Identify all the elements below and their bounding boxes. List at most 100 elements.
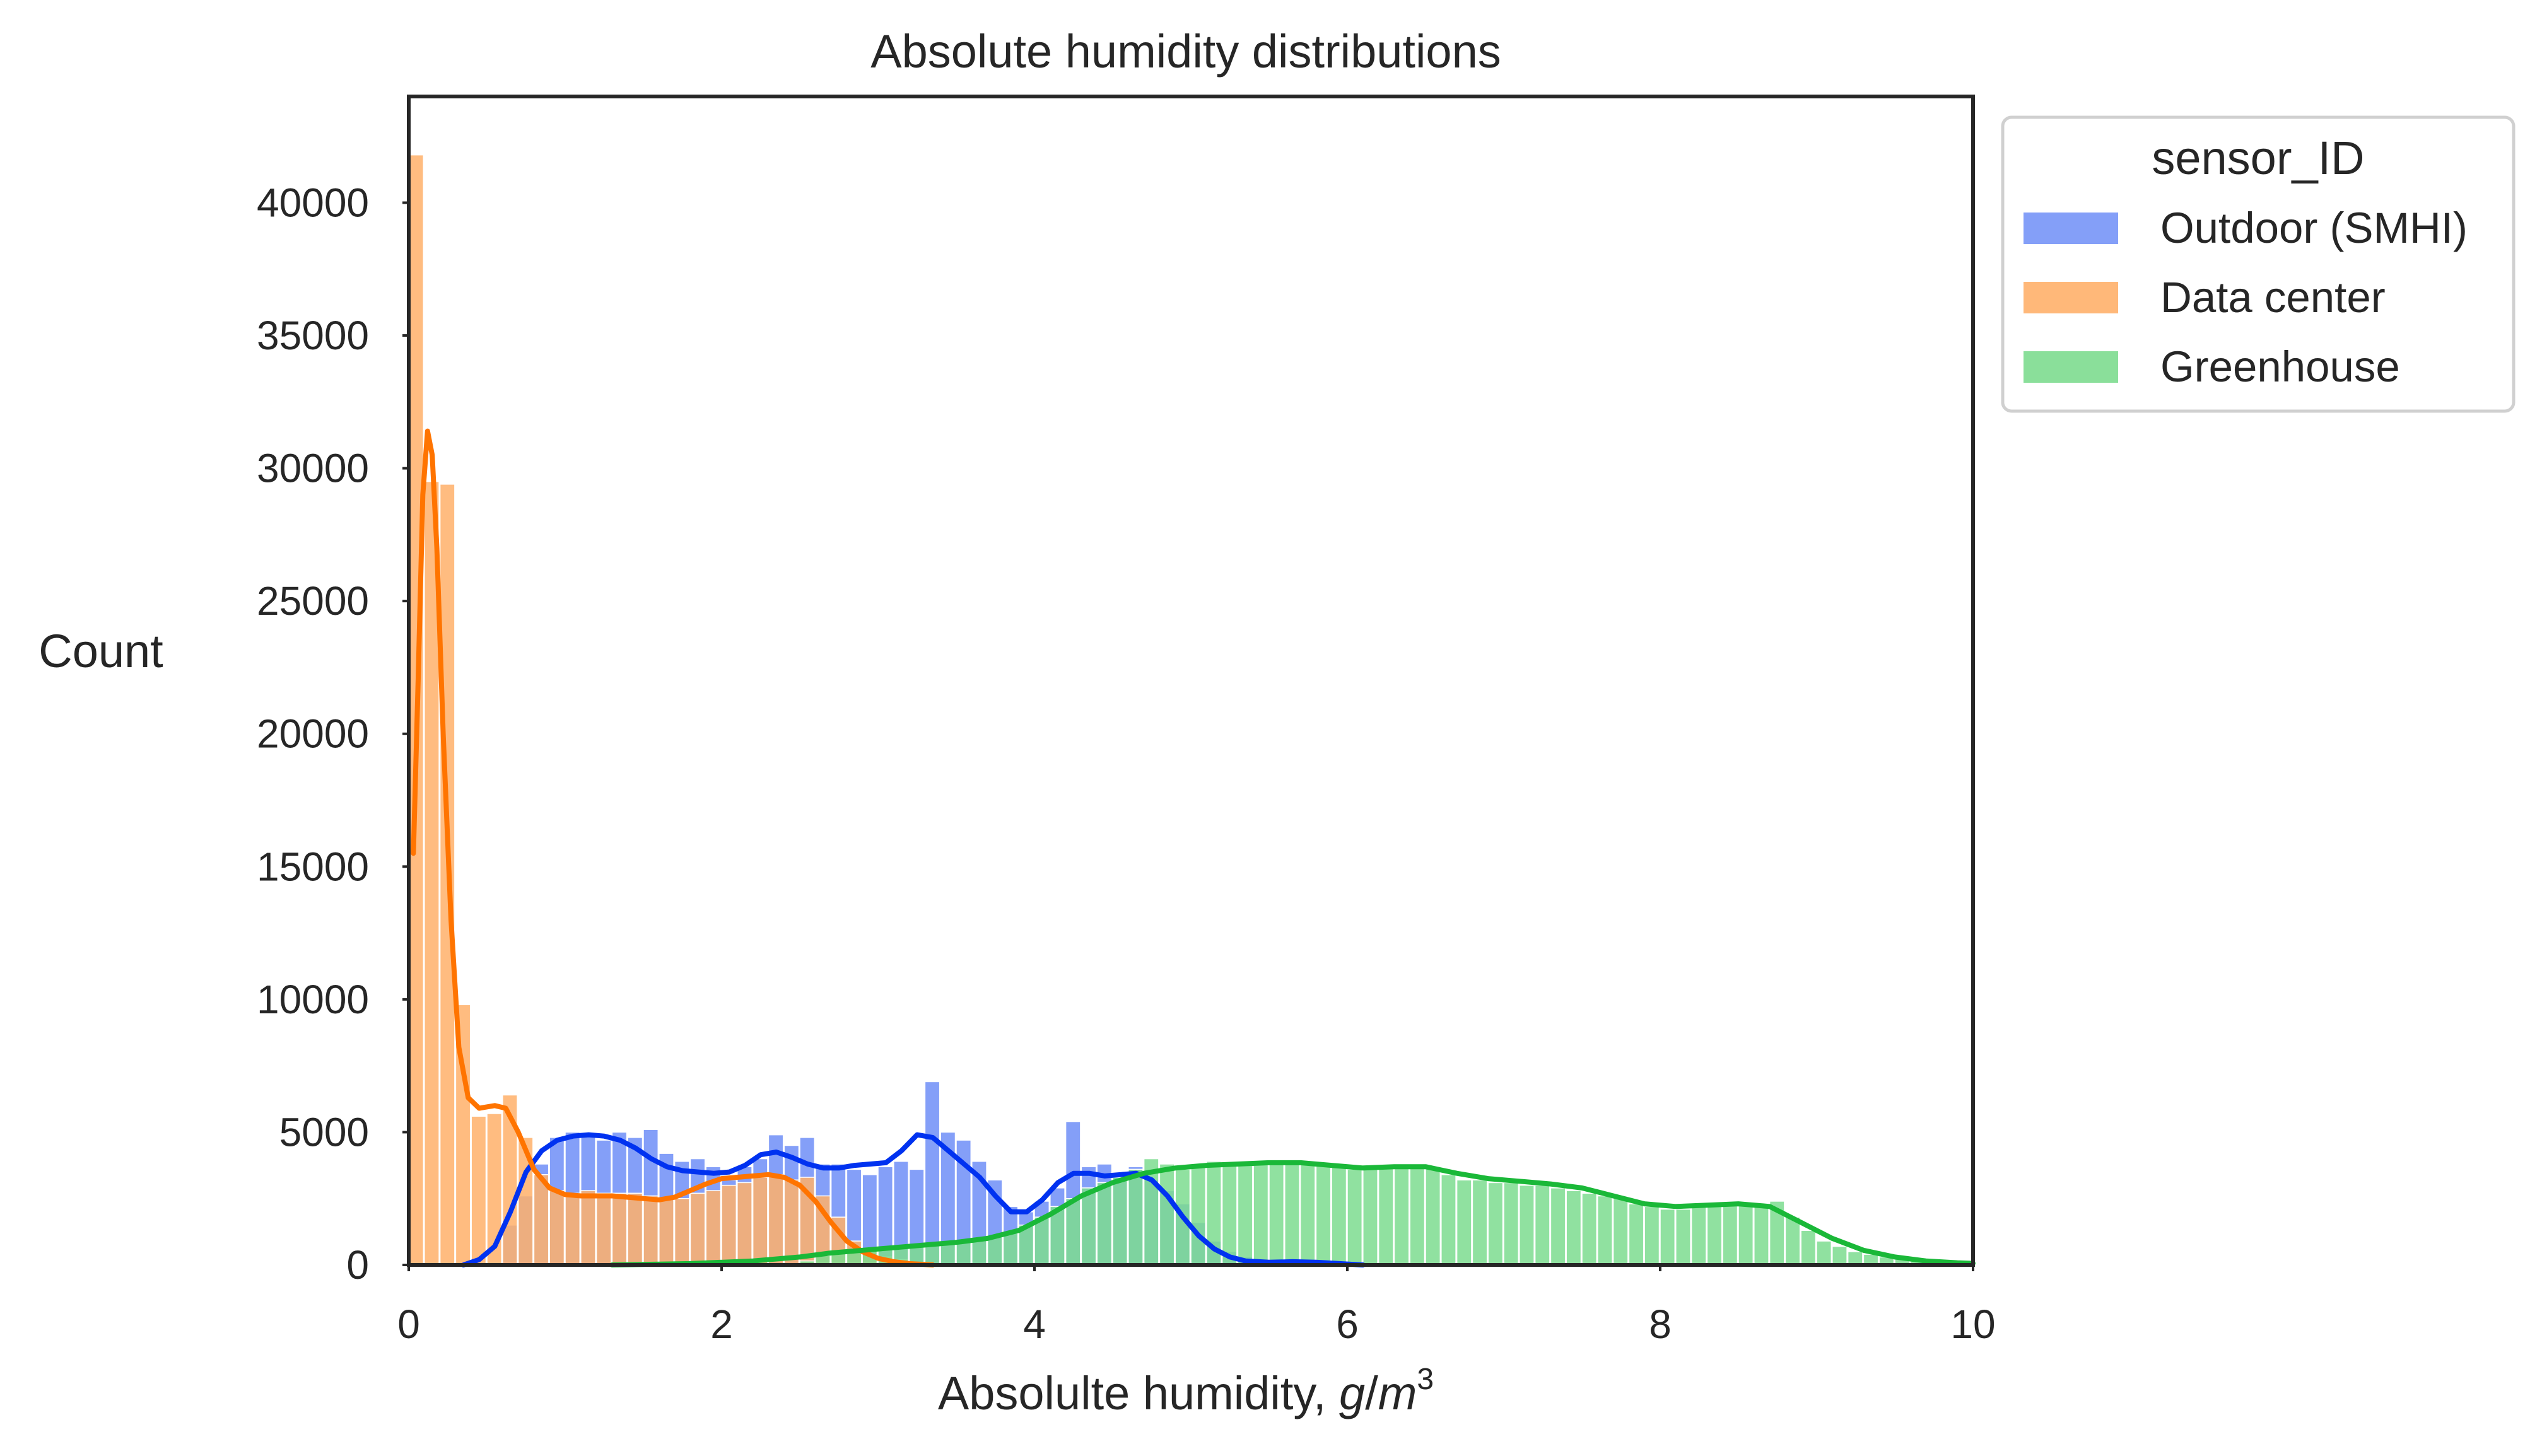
- bar-greenhouse: [1393, 1166, 1410, 1266]
- bar-greenhouse: [1315, 1163, 1332, 1266]
- bar-greenhouse: [1362, 1168, 1378, 1266]
- bar-greenhouse: [1503, 1182, 1520, 1266]
- bar-greenhouse: [1675, 1208, 1691, 1266]
- bar-greenhouse: [1800, 1230, 1817, 1266]
- legend-swatch-data-center: [2024, 282, 2118, 313]
- bar-greenhouse: [1550, 1187, 1566, 1266]
- bar-greenhouse: [1612, 1197, 1629, 1266]
- bar-data-center: [565, 1192, 581, 1266]
- bar-greenhouse: [1034, 1216, 1050, 1266]
- x-tick-label: 4: [1023, 1302, 1046, 1347]
- x-tick-label: 2: [710, 1302, 733, 1347]
- bar-greenhouse: [1754, 1203, 1769, 1266]
- bar-greenhouse: [1002, 1232, 1019, 1266]
- bar-greenhouse: [1706, 1206, 1723, 1266]
- bar-greenhouse: [1221, 1163, 1238, 1266]
- legend-label-data-center: Data center: [2160, 273, 2386, 322]
- bar-greenhouse: [1081, 1187, 1097, 1266]
- y-tick-label: 0: [346, 1242, 369, 1288]
- bar-greenhouse: [971, 1239, 987, 1266]
- bar-greenhouse: [1722, 1203, 1738, 1266]
- y-tick-label: 30000: [257, 446, 369, 491]
- bar-data-center: [752, 1177, 768, 1266]
- legend-label-greenhouse: Greenhouse: [2160, 342, 2400, 391]
- bar-greenhouse: [1660, 1208, 1676, 1266]
- chart-title: Absolute humidity distributions: [870, 25, 1501, 78]
- bar-greenhouse: [1268, 1161, 1285, 1266]
- bar-greenhouse: [1597, 1195, 1613, 1266]
- bar-greenhouse: [1284, 1161, 1300, 1266]
- bar-greenhouse: [1566, 1190, 1582, 1266]
- bars-data-center: [408, 154, 956, 1266]
- bar-greenhouse: [1816, 1240, 1832, 1266]
- bar-data-center: [783, 1179, 800, 1266]
- bar-greenhouse: [1425, 1166, 1441, 1266]
- bar-data-center: [549, 1190, 565, 1266]
- bar-greenhouse: [1190, 1163, 1207, 1266]
- y-tick-label: 35000: [257, 313, 369, 358]
- bar-greenhouse: [1128, 1168, 1144, 1266]
- bar-greenhouse: [1487, 1182, 1504, 1266]
- bar-data-center: [659, 1197, 674, 1266]
- kde-lines: [411, 428, 1976, 1267]
- y-tick-label: 40000: [257, 180, 369, 225]
- bar-data-center: [721, 1184, 737, 1266]
- bar-greenhouse: [1112, 1177, 1128, 1266]
- bar-greenhouse: [1253, 1161, 1269, 1266]
- plot-area: [408, 154, 1976, 1267]
- bar-greenhouse: [1065, 1197, 1081, 1266]
- legend-swatch-outdoor: [2024, 213, 2118, 244]
- y-tick-label: 5000: [279, 1109, 369, 1155]
- bar-greenhouse: [987, 1237, 1003, 1266]
- bar-data-center: [674, 1197, 690, 1266]
- bar-data-center: [595, 1192, 612, 1266]
- bar-greenhouse: [1409, 1163, 1426, 1266]
- bar-greenhouse: [1738, 1203, 1754, 1266]
- bar-data-center: [643, 1195, 659, 1266]
- bar-greenhouse: [1534, 1184, 1550, 1266]
- legend: sensor_ID Outdoor (SMHI) Data center Gre…: [2001, 115, 2516, 413]
- bar-greenhouse: [1472, 1179, 1488, 1266]
- x-tick-label: 6: [1336, 1302, 1359, 1347]
- y-tick-label: 20000: [257, 711, 369, 757]
- bar-greenhouse: [1581, 1192, 1598, 1266]
- bar-outdoor-smhi: [924, 1081, 940, 1266]
- y-tick-label: 10000: [257, 977, 369, 1022]
- x-tick-label: 8: [1649, 1302, 1672, 1347]
- bar-data-center: [533, 1174, 549, 1266]
- bar-greenhouse: [1159, 1163, 1175, 1266]
- bar-greenhouse: [1519, 1184, 1535, 1266]
- bar-data-center: [627, 1192, 643, 1266]
- kde-line-data-center: [411, 428, 935, 1267]
- legend-swatch-greenhouse: [2024, 351, 2118, 383]
- bar-data-center: [580, 1190, 596, 1266]
- bar-greenhouse: [1378, 1166, 1394, 1266]
- bar-greenhouse: [1096, 1182, 1113, 1266]
- x-tick-label: 10: [1950, 1302, 1995, 1347]
- bar-greenhouse: [940, 1243, 956, 1266]
- x-axis-ticks: 0 2 4 6 8 10: [397, 1265, 1996, 1347]
- legend-title: sensor_ID: [2152, 132, 2364, 184]
- bar-greenhouse: [1331, 1166, 1347, 1266]
- bar-data-center: [705, 1190, 722, 1266]
- legend-label-outdoor: Outdoor (SMHI): [2160, 204, 2468, 252]
- bar-greenhouse: [1299, 1163, 1316, 1266]
- legend-box: [2001, 115, 2516, 413]
- kde-line-greenhouse: [609, 1160, 1976, 1267]
- bar-greenhouse: [1456, 1179, 1472, 1266]
- bar-greenhouse: [1347, 1168, 1363, 1266]
- bar-greenhouse: [1832, 1245, 1848, 1266]
- bar-data-center: [737, 1182, 753, 1266]
- bar-data-center: [689, 1192, 706, 1266]
- bar-greenhouse: [1847, 1251, 1863, 1266]
- y-axis-ticks: 0 5000 10000 15000 20000 25000 30000 35000 40000: [257, 180, 409, 1288]
- bar-greenhouse: [956, 1242, 972, 1266]
- plot-frame: [407, 95, 1975, 1267]
- bar-greenhouse: [1784, 1216, 1801, 1266]
- bar-greenhouse: [1690, 1206, 1707, 1266]
- bar-greenhouse: [1237, 1161, 1253, 1266]
- bar-data-center: [611, 1192, 628, 1266]
- x-axis-label: Absolulte humidity, g/m3: [938, 1363, 1434, 1419]
- bar-greenhouse: [924, 1244, 940, 1266]
